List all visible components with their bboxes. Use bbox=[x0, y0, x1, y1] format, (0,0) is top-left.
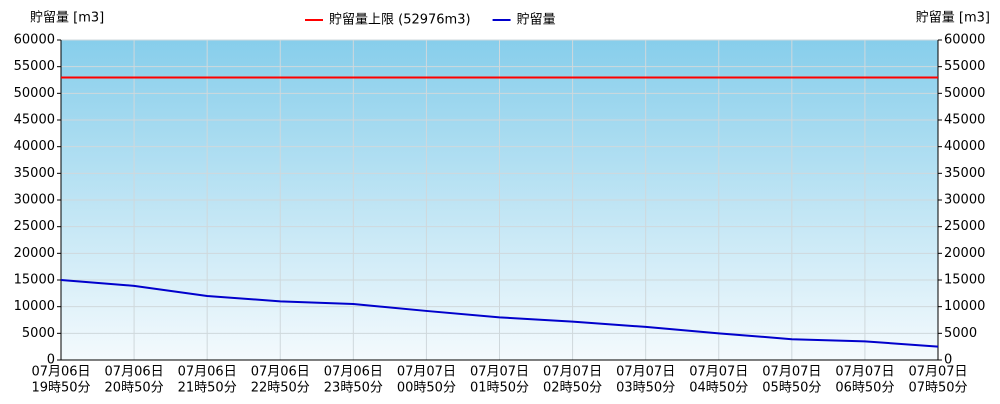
legend-label: 貯留量 bbox=[517, 13, 556, 28]
x-tick-label: 04時50分 bbox=[689, 381, 748, 396]
y-tick-label: 10000 bbox=[14, 299, 55, 314]
x-tick-label: 01時50分 bbox=[470, 381, 529, 396]
x-tick-label: 22時50分 bbox=[251, 381, 310, 396]
x-tick-label: 21時50分 bbox=[178, 381, 237, 396]
y2-tick-label: 25000 bbox=[944, 219, 985, 234]
x-tick-label: 07月06日 bbox=[31, 365, 90, 380]
x-tick-label: 07月07日 bbox=[689, 365, 748, 380]
y2-tick-label: 45000 bbox=[944, 113, 985, 128]
y-tick-label: 60000 bbox=[14, 33, 55, 48]
y2-tick-label: 60000 bbox=[944, 33, 985, 48]
x-tick-label: 07月06日 bbox=[324, 365, 383, 380]
y2-tick-label: 10000 bbox=[944, 299, 985, 314]
x-tick-label: 02時50分 bbox=[543, 381, 602, 396]
y2-tick-label: 30000 bbox=[944, 193, 985, 208]
y2-tick-label: 35000 bbox=[944, 166, 985, 181]
y-tick-label: 30000 bbox=[14, 193, 55, 208]
x-tick-label: 07月07日 bbox=[616, 365, 675, 380]
x-tick-label: 05時50分 bbox=[762, 381, 821, 396]
y-tick-label: 55000 bbox=[14, 59, 55, 74]
y2-tick-label: 40000 bbox=[944, 139, 985, 154]
x-tick-label: 07月07日 bbox=[908, 365, 967, 380]
y-tick-label: 15000 bbox=[14, 273, 55, 288]
x-tick-label: 07月07日 bbox=[762, 365, 821, 380]
y2-tick-label: 0 bbox=[944, 353, 952, 368]
x-tick-label: 07時50分 bbox=[908, 381, 967, 396]
y2-tick-label: 55000 bbox=[944, 59, 985, 74]
x-tick-label: 19時50分 bbox=[31, 381, 90, 396]
legend-label: 貯留量上限 (52976m3) bbox=[329, 13, 471, 28]
y2-axis-label: 貯留量 [m3] bbox=[916, 11, 990, 26]
y2-tick-label: 5000 bbox=[944, 326, 977, 341]
y-tick-label: 20000 bbox=[14, 246, 55, 261]
x-tick-label: 07月07日 bbox=[470, 365, 529, 380]
x-tick-label: 23時50分 bbox=[324, 381, 383, 396]
x-tick-label: 07月06日 bbox=[251, 365, 310, 380]
x-tick-label: 07月07日 bbox=[835, 365, 894, 380]
y-tick-label: 25000 bbox=[14, 219, 55, 234]
x-tick-label: 00時50分 bbox=[397, 381, 456, 396]
series-line bbox=[60, 279, 939, 348]
y-tick-label: 45000 bbox=[14, 113, 55, 128]
y2-tick-label: 15000 bbox=[944, 273, 985, 288]
x-tick-label: 07月07日 bbox=[543, 365, 602, 380]
x-tick-label: 03時50分 bbox=[616, 381, 675, 396]
y2-tick-label: 50000 bbox=[944, 86, 985, 101]
y-tick-label: 40000 bbox=[14, 139, 55, 154]
y-tick-label: 50000 bbox=[14, 86, 55, 101]
x-tick-label: 07月06日 bbox=[178, 365, 237, 380]
x-tick-label: 07月06日 bbox=[105, 365, 164, 380]
y-tick-label: 0 bbox=[47, 353, 55, 368]
y-axis-label: 貯留量 [m3] bbox=[30, 11, 104, 26]
x-tick-label: 07月07日 bbox=[397, 365, 456, 380]
x-tick-label: 20時50分 bbox=[105, 381, 164, 396]
y-tick-label: 35000 bbox=[14, 166, 55, 181]
x-tick-label: 06時50分 bbox=[835, 381, 894, 396]
y2-tick-label: 20000 bbox=[944, 246, 985, 261]
y-tick-label: 5000 bbox=[22, 326, 55, 341]
